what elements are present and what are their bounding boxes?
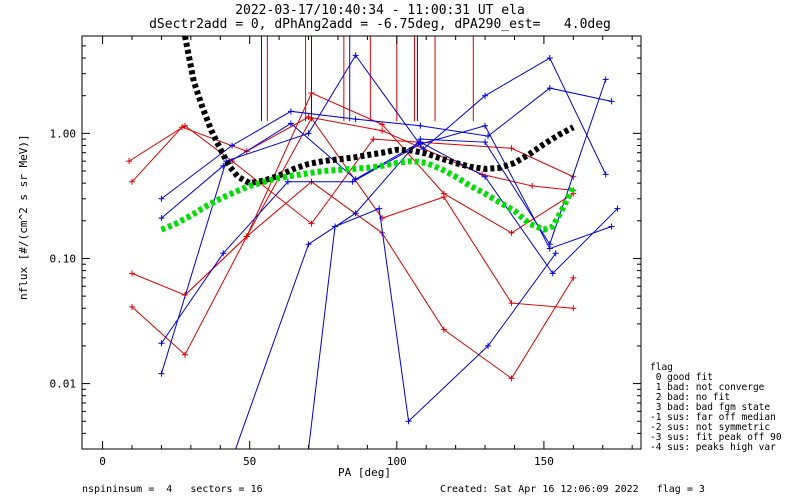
blue-series-line <box>160 54 607 374</box>
red-data-point <box>508 145 515 152</box>
legend-item: 3 bad: bad fgm state <box>650 402 771 413</box>
red-data-point <box>379 121 386 128</box>
blue-data-point <box>349 178 356 185</box>
x-tick-label: 50 <box>243 455 256 468</box>
red-series-line <box>131 181 574 380</box>
blue-data-point <box>485 342 492 349</box>
red-data-point <box>308 115 315 122</box>
legend-item: 0 good fit <box>650 372 713 383</box>
blue-data-point <box>220 162 227 169</box>
y-axis-label: nflux [#/(cm^2 s sr MeV)] <box>17 134 30 300</box>
legend-item: -4 sus: peaks high var <box>650 442 776 453</box>
blue-data-point <box>608 223 615 230</box>
blue-data-point <box>352 116 359 123</box>
blue-data-point <box>287 120 294 127</box>
y-tick-label: 0.10 <box>50 252 77 265</box>
red-data-point <box>243 233 250 240</box>
legend-item: -3 sus: fit peak off 90 <box>650 432 782 443</box>
blue-data-point <box>417 136 424 143</box>
red-data-point <box>181 351 188 358</box>
blue-data-point <box>220 250 227 257</box>
red-data-point <box>570 274 577 281</box>
black-fit-curve <box>182 36 575 187</box>
blue-data-point <box>608 98 615 105</box>
y-tick-label: 0.01 <box>50 378 77 391</box>
blue-data-point <box>332 223 339 230</box>
blue-series-line <box>161 87 612 200</box>
blue-data-point <box>158 195 165 202</box>
axes-frame <box>81 35 642 450</box>
red-data-point <box>370 136 377 143</box>
red-series-line <box>184 92 574 296</box>
green-fit-curve <box>160 158 576 233</box>
blue-data-point <box>614 205 621 212</box>
red-data-point <box>440 190 447 197</box>
red-data-point <box>570 305 577 312</box>
legend-item: -2 sus: not symmetric <box>650 422 771 433</box>
legend-title: flag <box>650 362 673 373</box>
red-data-point <box>379 127 386 134</box>
red-data-point <box>129 270 136 277</box>
red-data-point <box>179 124 186 131</box>
legend-item: 2 bad: no fit <box>650 392 731 403</box>
x-axis-label: PA [deg] <box>338 466 391 479</box>
red-data-point <box>129 178 136 185</box>
footer-left: nspininsum = 4 sectors = 16 <box>82 484 263 495</box>
red-data-point <box>308 90 315 97</box>
blue-data-point <box>549 270 556 277</box>
blue-data-point <box>284 178 291 185</box>
blue-data-point <box>305 241 312 248</box>
blue-data-point <box>482 173 489 180</box>
blue-series-line <box>161 122 618 275</box>
blue-data-point <box>158 340 165 347</box>
chart-title-line-1: 2022-03-17/10:40:34 - 11:00:31 UT ela <box>235 3 525 18</box>
blue-data-point <box>602 171 609 178</box>
red-data-point <box>440 326 447 333</box>
blue-data-point <box>482 122 489 129</box>
blue-series-line <box>308 207 557 449</box>
blue-data-point <box>376 205 383 212</box>
blue-data-point <box>552 250 559 257</box>
blue-data-point <box>417 122 424 129</box>
blue-data-point <box>405 418 412 425</box>
blue-data-point <box>229 456 235 462</box>
x-tick-label: 0 <box>99 455 106 468</box>
red-data-point <box>126 158 133 165</box>
legend-item: 1 bad: not converge <box>650 382 765 393</box>
y-tick-label: 1.00 <box>50 127 77 140</box>
red-data-point <box>129 303 136 310</box>
blue-data-point <box>352 52 359 59</box>
blue-data-point <box>482 139 489 146</box>
legend-item: -1 sus: far off median <box>650 412 776 423</box>
blue-data-point <box>158 215 165 222</box>
chart-title-line-2: dSectr2add = 0, dPhAng2add = -6.75deg, d… <box>149 17 611 32</box>
blue-data-point <box>352 210 359 217</box>
red-data-point <box>308 220 315 227</box>
x-tick-label: 100 <box>387 455 407 468</box>
blue-data-point <box>287 108 294 115</box>
plot-area <box>126 36 621 462</box>
blue-data-point <box>546 55 553 62</box>
x-tick-label: 150 <box>534 455 554 468</box>
red-data-point <box>508 375 515 382</box>
red-data-point <box>529 182 536 189</box>
blue-data-point <box>602 76 609 83</box>
blue-data-point <box>546 241 553 248</box>
red-data-point <box>508 229 515 236</box>
blue-data-point <box>352 176 359 183</box>
red-data-point <box>305 114 312 121</box>
blue-data-point <box>158 370 165 377</box>
red-data-point <box>508 300 515 307</box>
footer-right: Created: Sat Apr 16 12:06:09 2022 flag =… <box>440 484 705 495</box>
red-series-line <box>131 116 574 191</box>
blue-data-point <box>305 130 312 137</box>
blue-data-point <box>546 85 553 92</box>
blue-data-point <box>229 142 236 149</box>
blue-data-point <box>482 92 489 99</box>
